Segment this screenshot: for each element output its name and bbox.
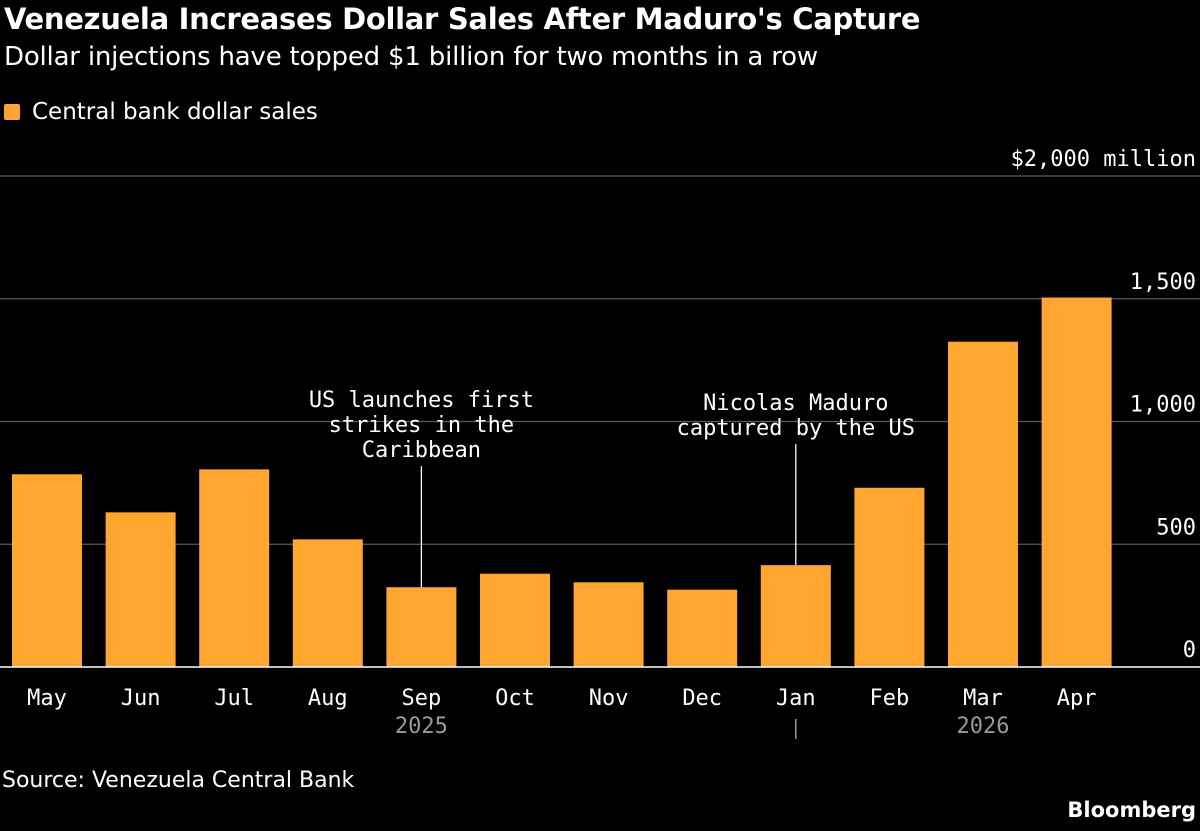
- bar-jan: [760, 565, 831, 667]
- legend-swatch: [4, 104, 20, 120]
- bar-dec: [667, 589, 738, 667]
- x-tick-label: Apr: [1057, 686, 1097, 711]
- brand-logo: Bloomberg: [1067, 798, 1196, 822]
- x-tick-label: Feb: [870, 686, 910, 711]
- annotation-text: Nicolas Maduro: [703, 391, 888, 416]
- annotation-text: strikes in the: [329, 413, 514, 438]
- legend-label: Central bank dollar sales: [32, 99, 318, 125]
- x-tick-label: Sep: [402, 686, 442, 711]
- x-tick-label: Dec: [682, 686, 722, 711]
- x-tick-label: May: [27, 686, 67, 711]
- annotation-text: US launches first: [309, 388, 534, 413]
- y-tick-label: 0: [1183, 638, 1196, 663]
- y-tick-label: 500: [1156, 515, 1196, 540]
- year-label: 2025: [395, 714, 448, 739]
- bar-oct: [480, 573, 550, 667]
- legend: Central bank dollar sales: [4, 99, 318, 125]
- chart-subtitle: Dollar injections have topped $1 billion…: [4, 42, 818, 72]
- chart-title: Venezuela Increases Dollar Sales After M…: [4, 2, 921, 36]
- y-tick-label: 1,500: [1130, 270, 1196, 295]
- x-tick-label: Jun: [121, 686, 161, 711]
- bar-mar: [948, 341, 1018, 667]
- bar-may: [12, 474, 82, 667]
- year-label: 2026: [957, 714, 1010, 739]
- annotation-text: captured by the US: [677, 416, 915, 441]
- bar-sep: [386, 587, 457, 667]
- x-tick-label: Aug: [308, 686, 348, 711]
- bar-aug: [292, 539, 363, 667]
- bar-apr: [1041, 297, 1112, 667]
- y-tick-label: $2,000 million: [1011, 147, 1196, 172]
- bar-jun: [105, 512, 176, 667]
- annotation-text: Caribbean: [362, 438, 481, 463]
- source-note: Source: Venezuela Central Bank: [2, 768, 355, 793]
- x-tick-label: Mar: [963, 686, 1003, 711]
- x-tick-label: Jan: [776, 686, 816, 711]
- bar-jul: [199, 469, 270, 667]
- x-tick-label: Jul: [214, 686, 254, 711]
- bar-feb: [854, 487, 925, 667]
- x-tick-label: Nov: [589, 686, 629, 711]
- bar-nov: [573, 582, 644, 667]
- y-tick-label: 1,000: [1130, 393, 1196, 418]
- x-tick-label: Oct: [495, 686, 535, 711]
